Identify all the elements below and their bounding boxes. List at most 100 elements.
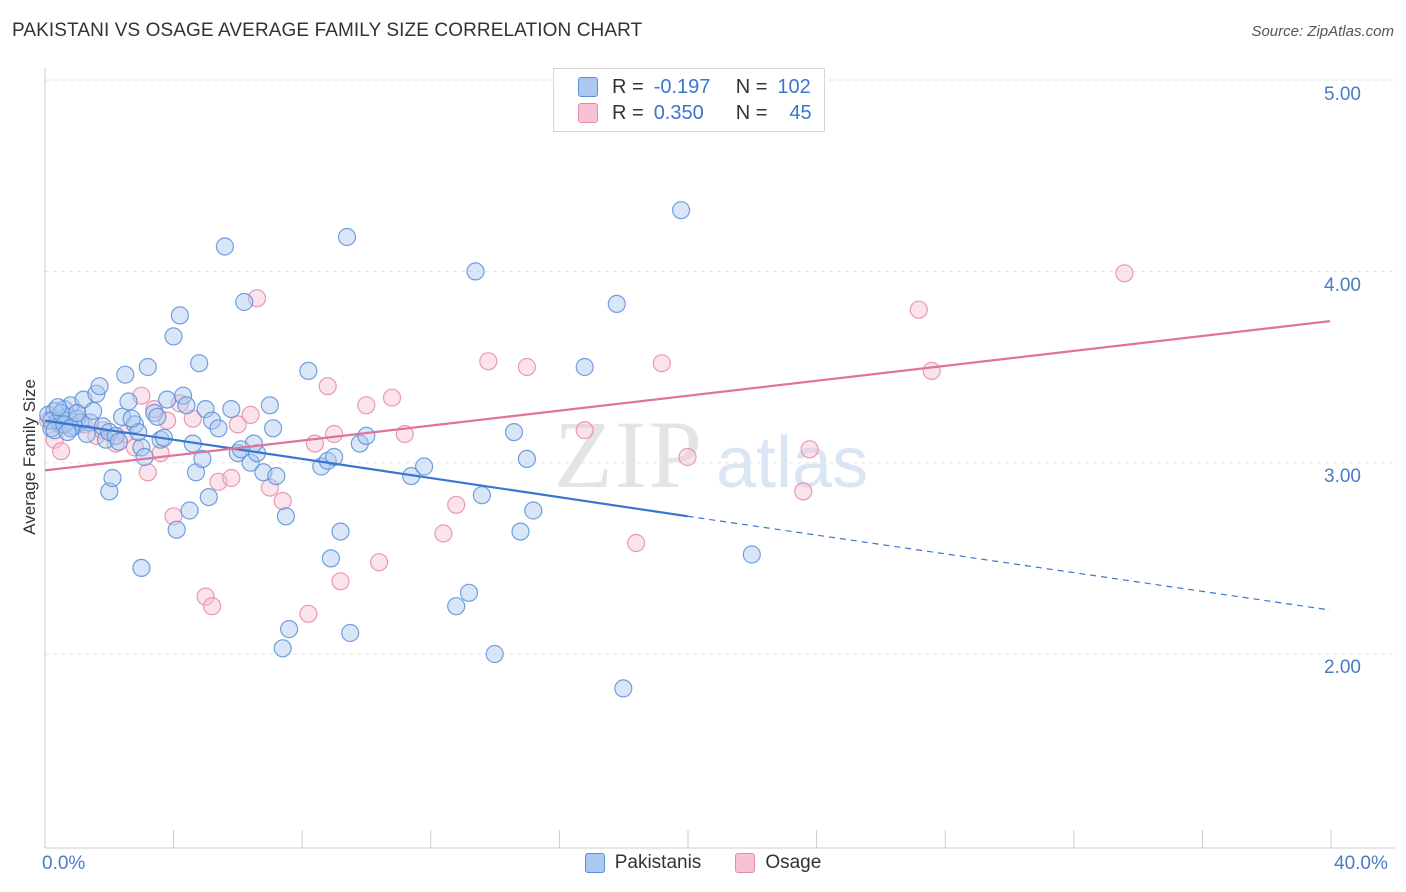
pakistani-point bbox=[190, 354, 209, 373]
pakistani-point bbox=[241, 453, 260, 472]
osage-point bbox=[228, 415, 247, 434]
pakistani-point bbox=[209, 419, 228, 438]
pakistani-point bbox=[511, 522, 530, 541]
pakistani-point bbox=[177, 396, 196, 415]
legend-label: Osage bbox=[765, 852, 822, 873]
pakistani-point bbox=[299, 361, 318, 380]
osage-point bbox=[800, 440, 819, 459]
r-value: 0.350 bbox=[653, 101, 704, 124]
watermark-zip: ZIP bbox=[554, 401, 704, 508]
pakistani-point bbox=[196, 400, 215, 419]
pakistani-point bbox=[321, 549, 340, 568]
r-value: -0.197 bbox=[653, 75, 711, 98]
pakistani-point bbox=[132, 438, 151, 457]
pakistani-point bbox=[158, 390, 177, 409]
pakistani-point bbox=[357, 426, 376, 445]
n-value: 102 bbox=[777, 75, 811, 98]
pakistani-point bbox=[742, 545, 761, 564]
osage-swatch bbox=[735, 853, 756, 873]
n-label: N = bbox=[735, 75, 768, 98]
pakistani-point bbox=[466, 262, 485, 281]
pakistani-point bbox=[116, 365, 135, 384]
legend-item-pakistanis[interactable]: Pakistanis bbox=[584, 852, 702, 874]
osage-point bbox=[382, 388, 402, 407]
r-label: R = bbox=[612, 101, 644, 124]
pakistani-point bbox=[575, 357, 594, 377]
pakistani-point bbox=[51, 403, 71, 423]
y-tick-label: 4.00 bbox=[1324, 275, 1361, 296]
pakistani-point bbox=[100, 482, 119, 501]
osage-point bbox=[164, 507, 183, 526]
osage-point bbox=[125, 438, 144, 457]
pakistani-point bbox=[459, 583, 479, 602]
legend-item-osage[interactable]: Osage bbox=[735, 852, 821, 874]
pakistani-point bbox=[199, 488, 218, 507]
osage-point bbox=[434, 524, 453, 543]
pakistani-point bbox=[167, 520, 186, 539]
r-label: R = bbox=[612, 75, 644, 98]
pakistani-point bbox=[215, 237, 234, 256]
pakistani-point bbox=[273, 639, 292, 658]
pakistani-point bbox=[524, 501, 543, 520]
osage-point bbox=[273, 491, 292, 511]
pakistani-point bbox=[103, 468, 122, 488]
osage-point bbox=[241, 405, 260, 424]
pakistani-point bbox=[58, 423, 77, 442]
pakistani-point bbox=[415, 457, 434, 476]
osage-trend-line bbox=[44, 320, 1331, 472]
pakistani-swatch bbox=[578, 77, 598, 97]
y-axis-label: Average Family Size bbox=[20, 379, 39, 535]
pakistani-point bbox=[280, 619, 299, 639]
osage-point bbox=[138, 463, 157, 482]
pakistani-point bbox=[164, 327, 183, 346]
pakistani-point bbox=[193, 449, 212, 468]
legend-row-pakistani: R = -0.197 N = 102 bbox=[578, 74, 811, 100]
trend-lines bbox=[44, 320, 1331, 611]
pakistani-points bbox=[39, 201, 761, 698]
osage-point bbox=[51, 442, 71, 461]
legend-label: Pakistanis bbox=[614, 852, 702, 873]
axes bbox=[44, 68, 1395, 849]
pakistani-point bbox=[517, 449, 537, 468]
pakistani-point bbox=[264, 419, 283, 438]
osage-point bbox=[678, 447, 697, 467]
osage-point bbox=[447, 495, 466, 514]
pakistani-point bbox=[337, 227, 357, 247]
pakistani-point bbox=[109, 432, 129, 451]
pakistani-point bbox=[341, 623, 360, 643]
x-tick-label: 0.0% bbox=[42, 853, 86, 874]
pakistani-point bbox=[260, 396, 279, 415]
pakistani-trend-line bbox=[44, 419, 688, 518]
pakistani-point bbox=[472, 486, 491, 505]
osage-point bbox=[909, 300, 928, 319]
osage-point bbox=[652, 354, 671, 373]
pakistani-point bbox=[447, 597, 466, 616]
series-legend: Pakistanis Osage bbox=[0, 852, 1406, 874]
pakistani-point bbox=[485, 644, 504, 664]
osage-point bbox=[357, 396, 376, 415]
grid-lines bbox=[45, 79, 1395, 655]
pakistani-point bbox=[148, 407, 167, 426]
osage-point bbox=[318, 377, 337, 396]
source-label: Source: ZipAtlas.com bbox=[1251, 23, 1394, 40]
osage-swatch bbox=[578, 103, 598, 123]
pakistani-point bbox=[119, 392, 138, 411]
pakistani-point bbox=[671, 201, 691, 220]
osage-point bbox=[1115, 264, 1134, 283]
osage-point bbox=[325, 424, 344, 444]
osage-point bbox=[203, 597, 222, 616]
pakistani-point bbox=[132, 558, 151, 578]
x-tick-label: 40.0% bbox=[1334, 853, 1388, 874]
pakistani-point bbox=[122, 409, 141, 428]
pakistani-point bbox=[138, 357, 157, 377]
watermark: ZIP atlas bbox=[554, 401, 868, 508]
legend-row-osage: R = 0.350 N = 45 bbox=[578, 100, 812, 126]
pakistani-point bbox=[331, 522, 350, 541]
osage-point bbox=[370, 553, 389, 572]
pakistani-point bbox=[607, 294, 626, 313]
osage-point bbox=[479, 352, 498, 371]
pakistani-point bbox=[48, 398, 68, 417]
n-label: N = bbox=[735, 101, 768, 124]
watermark-atlas: atlas bbox=[716, 423, 868, 503]
